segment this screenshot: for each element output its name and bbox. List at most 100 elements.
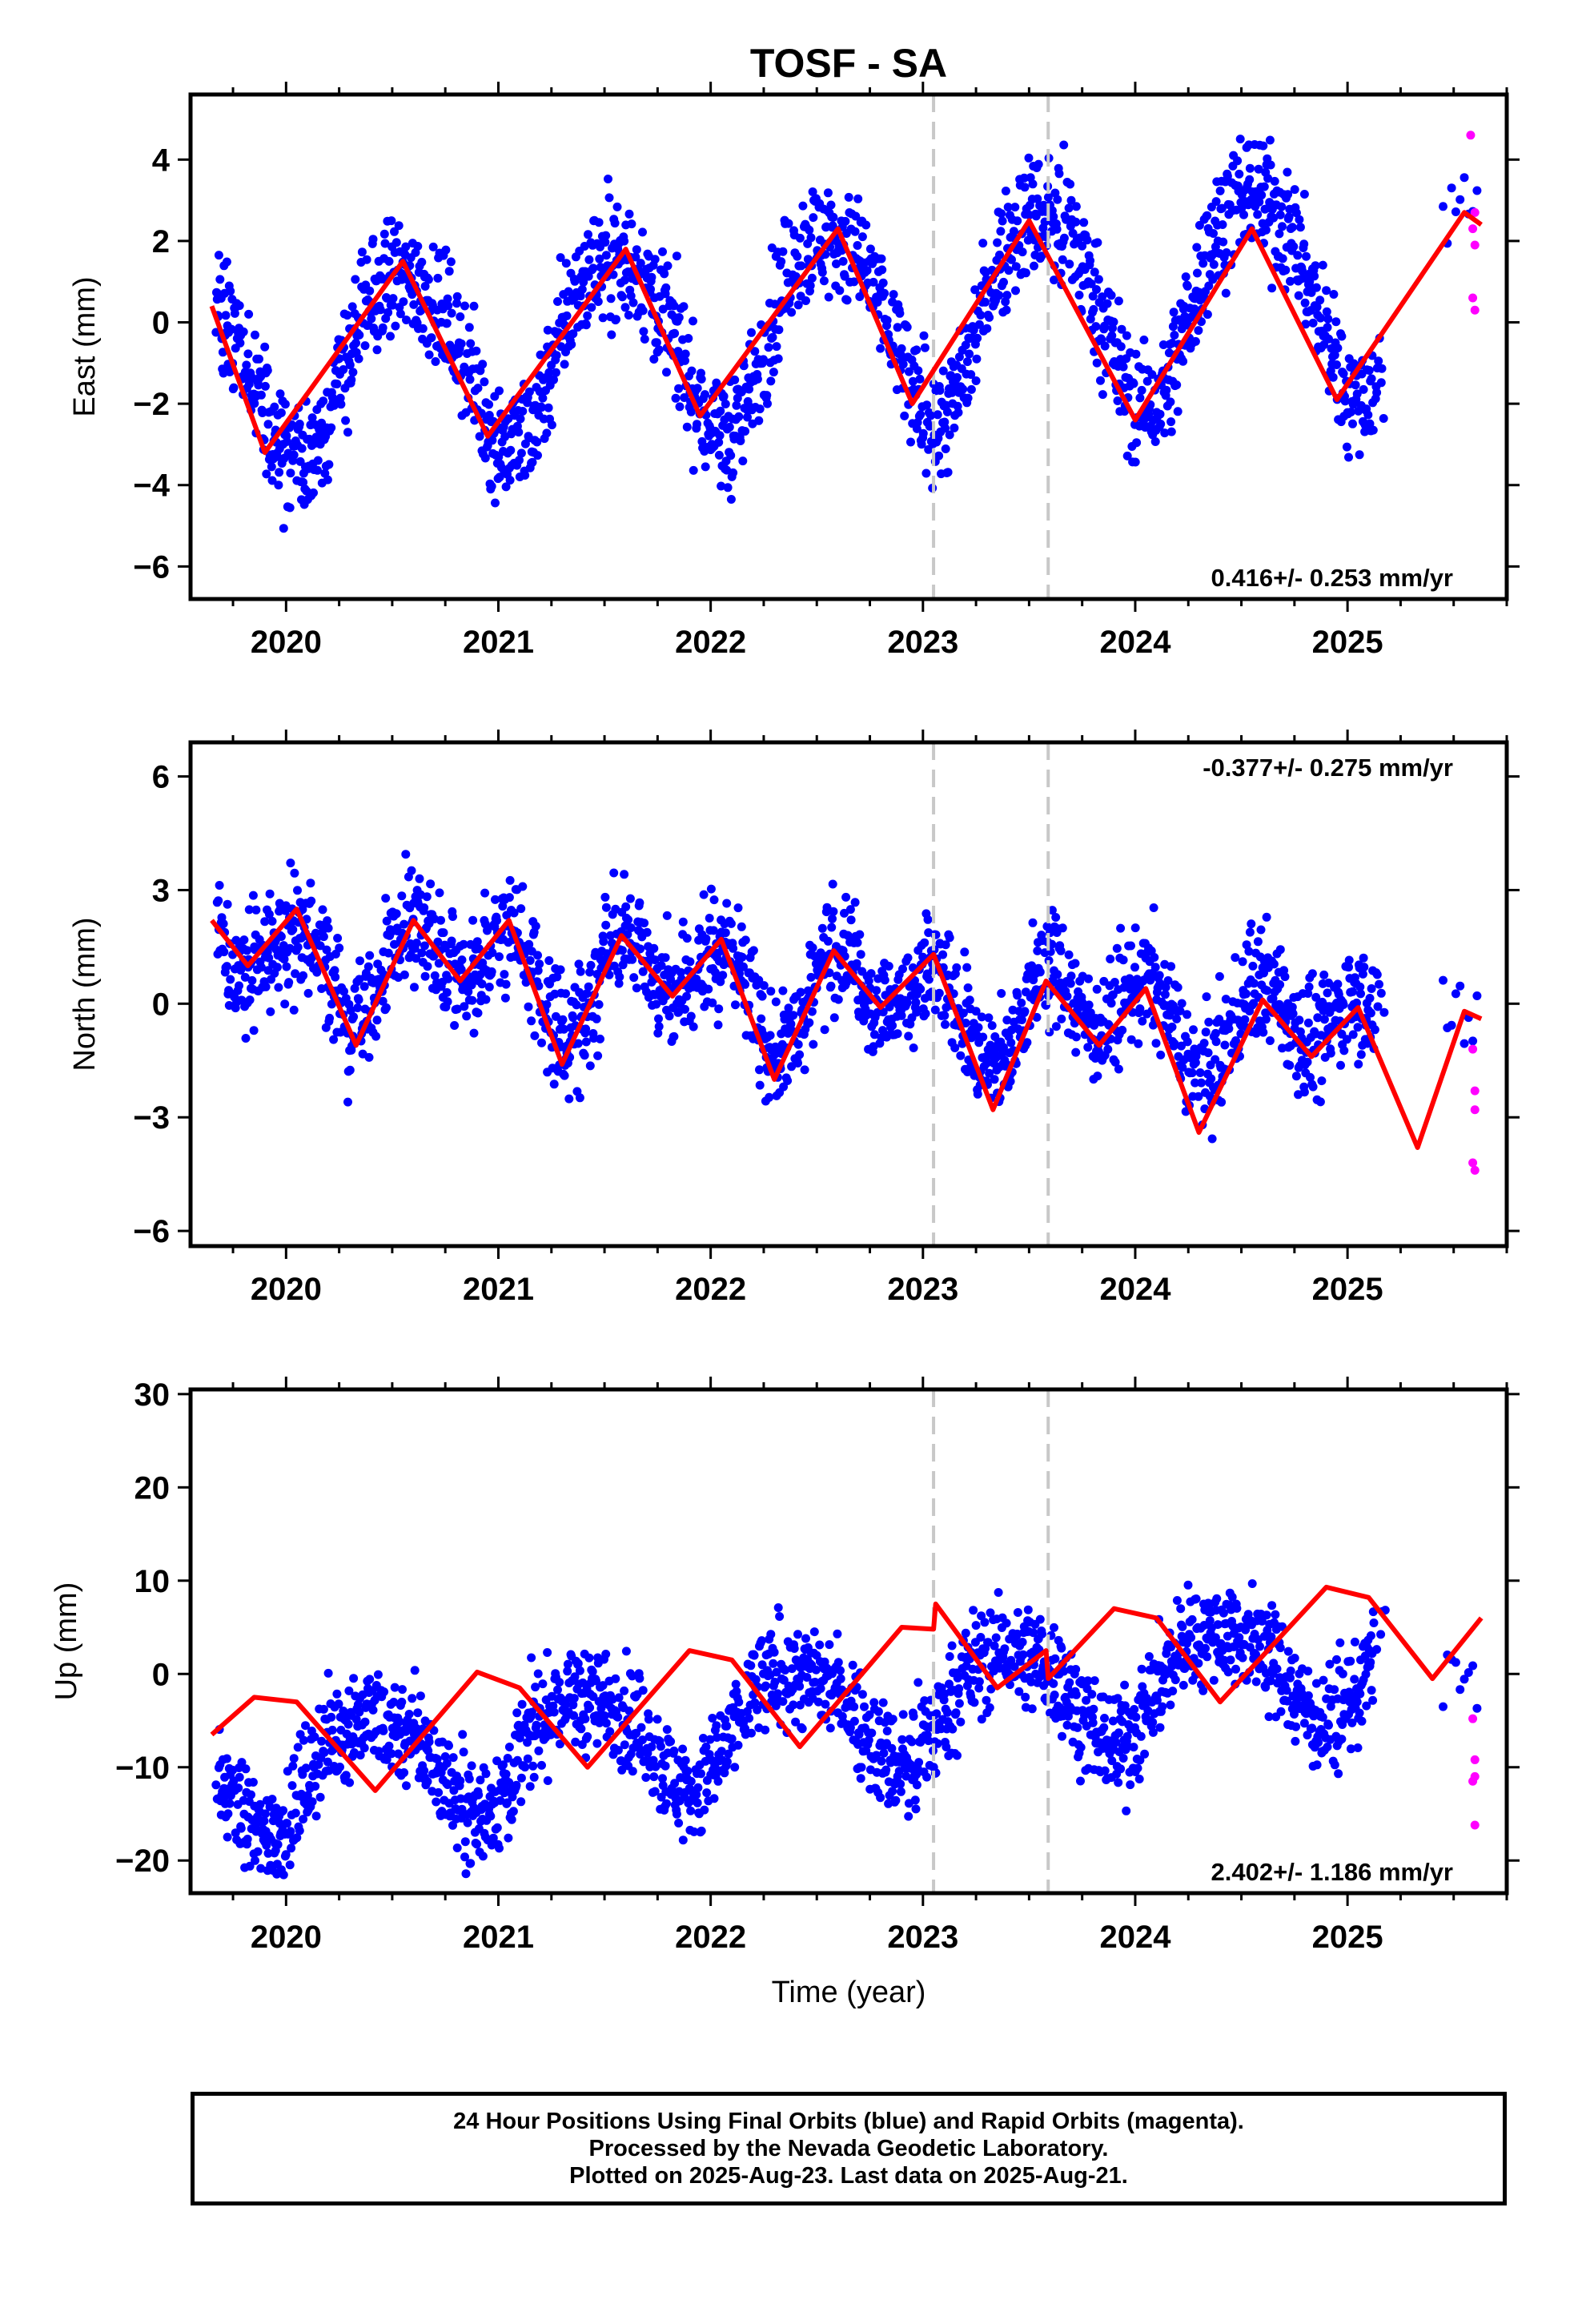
final-orbit-point (850, 898, 860, 907)
final-orbit-point (534, 981, 544, 991)
final-orbit-point (595, 254, 604, 263)
final-orbit-point (1096, 376, 1105, 385)
final-orbit-point (821, 1699, 830, 1709)
final-orbit-point (678, 1835, 688, 1845)
final-orbit-point (920, 938, 930, 947)
final-orbit-point (507, 1815, 516, 1824)
final-orbit-point (1034, 159, 1043, 169)
final-orbit-point (1173, 983, 1182, 992)
final-orbit-point (332, 380, 342, 388)
final-orbit-point (791, 1717, 801, 1727)
final-orbit-point (755, 1065, 764, 1075)
final-orbit-point (372, 345, 382, 355)
final-orbit-point (668, 1787, 677, 1796)
final-orbit-point (481, 1769, 491, 1779)
final-orbit-point (1092, 358, 1102, 368)
final-orbit-point (1311, 992, 1321, 1002)
final-orbit-point (641, 1773, 651, 1782)
final-orbit-point (635, 898, 644, 907)
final-orbit-point (1037, 251, 1046, 261)
final-orbit-point (692, 1790, 701, 1799)
final-orbit-point (1003, 203, 1013, 212)
final-orbit-point (516, 414, 525, 424)
final-orbit-point (472, 1839, 482, 1849)
final-orbit-point (484, 400, 494, 409)
final-orbit-point (606, 294, 616, 304)
final-orbit-point (672, 1809, 681, 1819)
final-orbit-point (1006, 1076, 1015, 1086)
final-orbit-point (226, 287, 235, 296)
final-orbit-point (737, 952, 747, 962)
final-orbit-point (726, 495, 736, 504)
final-orbit-point (981, 297, 990, 307)
final-orbit-point (926, 411, 936, 420)
final-orbit-point (584, 255, 594, 264)
final-orbit-point (383, 948, 393, 958)
final-orbit-point (552, 351, 561, 360)
final-orbit-point (809, 1039, 818, 1049)
x-tick-label: 2021 (463, 625, 534, 660)
final-orbit-point (1269, 213, 1279, 223)
final-orbit-point (498, 902, 508, 911)
final-orbit-point (495, 386, 504, 396)
final-orbit-point (1129, 379, 1138, 388)
final-orbit-point (896, 1787, 905, 1796)
final-orbit-point (378, 996, 387, 1006)
final-orbit-point (291, 1808, 300, 1818)
final-orbit-point (701, 390, 709, 400)
final-orbit-point (778, 247, 788, 256)
final-orbit-point (1289, 242, 1299, 251)
final-orbit-point (654, 345, 664, 355)
final-orbit-point (755, 404, 765, 414)
final-orbit-point (391, 321, 400, 331)
final-orbit-point (1261, 1008, 1271, 1018)
final-orbit-point (674, 313, 684, 322)
final-orbit-point (632, 983, 641, 993)
final-orbit-point (669, 301, 679, 311)
final-orbit-point (1013, 216, 1022, 226)
final-orbit-point (570, 276, 580, 286)
final-orbit-point (661, 1761, 670, 1771)
final-orbit-point (1054, 169, 1064, 179)
final-orbit-point (811, 1665, 821, 1675)
final-orbit-point (829, 1013, 839, 1023)
final-orbit-point (1135, 393, 1145, 403)
final-orbit-point (777, 257, 786, 267)
final-orbit-point (789, 1700, 798, 1710)
final-orbit-point (713, 1776, 723, 1786)
final-orbit-point (1071, 202, 1081, 211)
final-orbit-point (766, 376, 776, 386)
final-orbit-point (764, 343, 773, 352)
final-orbit-point (1376, 988, 1386, 998)
final-orbit-point (974, 1023, 983, 1032)
final-orbit-point (671, 393, 681, 403)
final-orbit-point (564, 1094, 574, 1104)
final-orbit-point (423, 1777, 432, 1787)
final-orbit-point (809, 213, 818, 223)
final-orbit-point (407, 866, 416, 875)
final-orbit-point (1154, 971, 1164, 980)
final-orbit-point (225, 1799, 235, 1808)
final-orbit-point (447, 308, 456, 318)
final-orbit-point (907, 1737, 917, 1747)
final-orbit-point (786, 1019, 796, 1029)
final-orbit-point (359, 1743, 369, 1753)
final-orbit-point (1285, 1060, 1295, 1070)
final-orbit-point (1303, 1018, 1313, 1027)
final-orbit-point (611, 1674, 620, 1683)
final-orbit-point (1265, 135, 1275, 145)
final-orbit-point (1187, 1068, 1197, 1078)
final-orbit-point (896, 1779, 905, 1789)
final-orbit-point (301, 1763, 311, 1773)
final-orbit-point (1064, 203, 1074, 213)
final-orbit-point (1363, 410, 1373, 420)
final-orbit-point (682, 422, 692, 432)
final-orbit-point (581, 1024, 591, 1034)
final-orbit-point (319, 1747, 329, 1757)
final-orbit-point (1169, 308, 1178, 317)
final-orbit-point (1245, 927, 1255, 937)
final-orbit-point (823, 188, 833, 198)
final-orbit-point (506, 445, 516, 455)
x-tick-label: 2025 (1312, 625, 1383, 660)
final-orbit-point (662, 911, 672, 920)
